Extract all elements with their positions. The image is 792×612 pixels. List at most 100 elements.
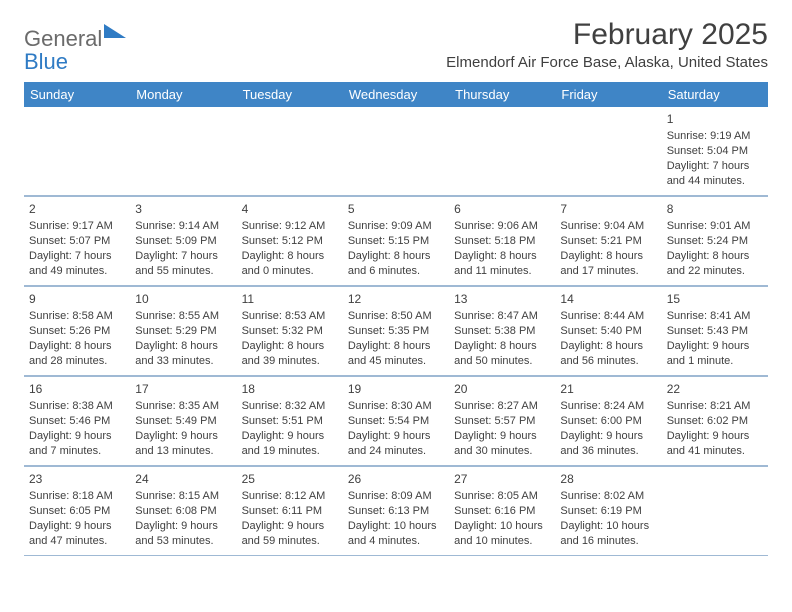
week-row: 16Sunrise: 8:38 AMSunset: 5:46 PMDayligh… bbox=[24, 376, 768, 466]
cell-sunset: Sunset: 6:02 PM bbox=[667, 414, 763, 429]
cell-sunrise: Sunrise: 9:01 AM bbox=[667, 219, 763, 234]
cell-sunrise: Sunrise: 8:32 AM bbox=[242, 399, 338, 414]
cell-sunrise: Sunrise: 8:58 AM bbox=[29, 309, 125, 324]
cell-day2: and 53 minutes. bbox=[135, 534, 231, 549]
day-number: 22 bbox=[667, 381, 763, 397]
cell-day2: and 41 minutes. bbox=[667, 444, 763, 459]
day-number: 24 bbox=[135, 471, 231, 487]
day-cell: 4Sunrise: 9:12 AMSunset: 5:12 PMDaylight… bbox=[237, 197, 343, 285]
day-cell: 16 Sunrise: 8:38 AMSunset: 5:46 PMDayligh… bbox=[24, 377, 130, 465]
day-number: 2 bbox=[29, 201, 125, 217]
cell-sunset: Sunset: 5:38 PM bbox=[454, 324, 550, 339]
cell-day2: and 19 minutes. bbox=[242, 444, 338, 459]
day-cell: 27Sunrise: 8:05 AMSunset: 6:16 PMDayligh… bbox=[449, 467, 555, 555]
day-number: 4 bbox=[242, 201, 338, 217]
empty-cell bbox=[343, 107, 449, 195]
cell-sunset: Sunset: 5:35 PM bbox=[348, 324, 444, 339]
day-number: 9 bbox=[29, 291, 125, 307]
day-cell: 7Sunrise: 9:04 AMSunset: 5:21 PMDaylight… bbox=[555, 197, 661, 285]
day-number: 15 bbox=[667, 291, 763, 307]
day-header-tuesday: Tuesday bbox=[237, 82, 343, 107]
day-header-monday: Monday bbox=[130, 82, 236, 107]
empty-cell bbox=[555, 107, 661, 195]
day-number: 17 bbox=[135, 381, 231, 397]
header: General Blue February 2025 Elmendorf Air… bbox=[24, 18, 768, 74]
cell-day2: and 1 minute. bbox=[667, 354, 763, 369]
day-cell: 15Sunrise: 8:41 AMSunset: 5:43 PMDayligh… bbox=[662, 287, 768, 375]
cell-day2: and 44 minutes. bbox=[667, 174, 763, 189]
cell-sunset: Sunset: 5:43 PM bbox=[667, 324, 763, 339]
cell-sunset: Sunset: 5:09 PM bbox=[135, 234, 231, 249]
cell-sunset: Sunset: 6:11 PM bbox=[242, 504, 338, 519]
cell-day2: and 47 minutes. bbox=[29, 534, 125, 549]
cell-day1: Daylight: 8 hours bbox=[560, 249, 656, 264]
day-number: 5 bbox=[348, 201, 444, 217]
day-number: 1 bbox=[667, 111, 763, 127]
day-number: 18 bbox=[242, 381, 338, 397]
cell-day1: Daylight: 10 hours bbox=[454, 519, 550, 534]
cell-day2: and 45 minutes. bbox=[348, 354, 444, 369]
cell-sunset: Sunset: 5:49 PM bbox=[135, 414, 231, 429]
cell-day1: Daylight: 8 hours bbox=[29, 339, 125, 354]
cell-day1: Daylight: 9 hours bbox=[348, 429, 444, 444]
day-cell: 25 Sunrise: 8:12 AMSunset: 6:11 PMDayligh… bbox=[237, 467, 343, 555]
cell-day2: and 56 minutes. bbox=[560, 354, 656, 369]
cell-day1: Daylight: 9 hours bbox=[667, 429, 763, 444]
cell-sunset: Sunset: 5:24 PM bbox=[667, 234, 763, 249]
cell-sunrise: Sunrise: 8:27 AM bbox=[454, 399, 550, 414]
empty-cell bbox=[449, 107, 555, 195]
cell-sunset: Sunset: 5:46 PM bbox=[29, 414, 125, 429]
day-number: 6 bbox=[454, 201, 550, 217]
cell-day2: and 22 minutes. bbox=[667, 264, 763, 279]
day-number: 16 bbox=[29, 381, 125, 397]
cell-day1: Daylight: 8 hours bbox=[348, 339, 444, 354]
cell-day2: and 10 minutes. bbox=[454, 534, 550, 549]
day-cell: 19 Sunrise: 8:30 AMSunset: 5:54 PMDayligh… bbox=[343, 377, 449, 465]
cell-sunrise: Sunrise: 9:04 AM bbox=[560, 219, 656, 234]
cell-sunrise: Sunrise: 8:47 AM bbox=[454, 309, 550, 324]
cell-day2: and 33 minutes. bbox=[135, 354, 231, 369]
day-header-thursday: Thursday bbox=[449, 82, 555, 107]
day-number: 21 bbox=[560, 381, 656, 397]
day-number: 14 bbox=[560, 291, 656, 307]
day-number: 13 bbox=[454, 291, 550, 307]
cell-day2: and 24 minutes. bbox=[348, 444, 444, 459]
cell-sunrise: Sunrise: 8:09 AM bbox=[348, 489, 444, 504]
cell-sunset: Sunset: 6:00 PM bbox=[560, 414, 656, 429]
week-row: 2Sunrise: 9:17 AMSunset: 5:07 PMDaylight… bbox=[24, 196, 768, 286]
day-cell: 3Sunrise: 9:14 AMSunset: 5:09 PMDaylight… bbox=[130, 197, 236, 285]
cell-day2: and 6 minutes. bbox=[348, 264, 444, 279]
cell-day2: and 4 minutes. bbox=[348, 534, 444, 549]
cell-day2: and 7 minutes. bbox=[29, 444, 125, 459]
cell-day1: Daylight: 8 hours bbox=[135, 339, 231, 354]
cell-sunrise: Sunrise: 8:38 AM bbox=[29, 399, 125, 414]
day-number: 20 bbox=[454, 381, 550, 397]
week-row: 23Sunrise: 8:18 AMSunset: 6:05 PMDayligh… bbox=[24, 466, 768, 556]
cell-sunrise: Sunrise: 8:05 AM bbox=[454, 489, 550, 504]
cell-sunset: Sunset: 5:54 PM bbox=[348, 414, 444, 429]
cell-sunset: Sunset: 6:16 PM bbox=[454, 504, 550, 519]
cell-sunset: Sunset: 5:18 PM bbox=[454, 234, 550, 249]
cell-day1: Daylight: 9 hours bbox=[242, 519, 338, 534]
day-number: 19 bbox=[348, 381, 444, 397]
cell-sunset: Sunset: 5:12 PM bbox=[242, 234, 338, 249]
cell-day1: Daylight: 9 hours bbox=[29, 519, 125, 534]
cell-sunset: Sunset: 6:19 PM bbox=[560, 504, 656, 519]
cell-day1: Daylight: 9 hours bbox=[29, 429, 125, 444]
day-number: 8 bbox=[667, 201, 763, 217]
month-title: February 2025 bbox=[446, 18, 768, 52]
cell-day1: Daylight: 8 hours bbox=[242, 249, 338, 264]
cell-sunrise: Sunrise: 8:12 AM bbox=[242, 489, 338, 504]
cell-sunrise: Sunrise: 8:18 AM bbox=[29, 489, 125, 504]
cell-day2: and 36 minutes. bbox=[560, 444, 656, 459]
cell-day1: Daylight: 7 hours bbox=[29, 249, 125, 264]
cell-day1: Daylight: 8 hours bbox=[454, 339, 550, 354]
cell-day1: Daylight: 8 hours bbox=[560, 339, 656, 354]
cell-sunset: Sunset: 5:57 PM bbox=[454, 414, 550, 429]
cell-sunrise: Sunrise: 8:30 AM bbox=[348, 399, 444, 414]
day-number: 25 bbox=[242, 471, 338, 487]
day-number: 11 bbox=[242, 291, 338, 307]
day-cell: 22Sunrise: 8:21 AMSunset: 6:02 PMDayligh… bbox=[662, 377, 768, 465]
cell-sunset: Sunset: 5:21 PM bbox=[560, 234, 656, 249]
cell-day1: Daylight: 9 hours bbox=[135, 429, 231, 444]
